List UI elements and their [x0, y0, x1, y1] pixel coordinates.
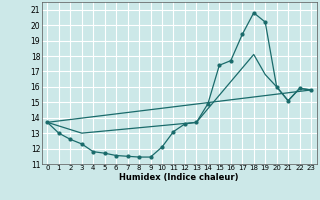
X-axis label: Humidex (Indice chaleur): Humidex (Indice chaleur) [119, 173, 239, 182]
